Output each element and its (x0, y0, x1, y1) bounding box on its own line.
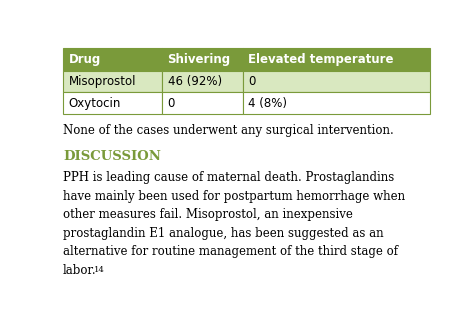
Text: PPH is leading cause of maternal death. Prostaglandins: PPH is leading cause of maternal death. … (63, 172, 394, 185)
Bar (162, 70, 243, 92)
Text: 0: 0 (168, 97, 175, 110)
Text: Elevated temperature: Elevated temperature (248, 52, 394, 65)
Text: have mainly been used for postpartum hemorrhage when: have mainly been used for postpartum hem… (63, 190, 405, 203)
Bar (243, 92, 430, 114)
Text: Misoprostol: Misoprostol (68, 75, 136, 88)
Bar (162, 47, 243, 70)
Text: prostaglandin E1 analogue, has been suggested as an: prostaglandin E1 analogue, has been sugg… (63, 227, 383, 240)
Bar (63, 92, 162, 114)
Text: Oxytocin: Oxytocin (68, 97, 121, 110)
Bar (162, 92, 243, 114)
Bar (63, 47, 162, 70)
Text: alternative for routine management of the third stage of: alternative for routine management of th… (63, 245, 398, 258)
Text: 4 (8%): 4 (8%) (248, 97, 287, 110)
Text: None of the cases underwent any surgical intervention.: None of the cases underwent any surgical… (63, 124, 394, 137)
Text: other measures fail. Misoprostol, an inexpensive: other measures fail. Misoprostol, an ine… (63, 208, 353, 221)
Text: 0: 0 (248, 75, 256, 88)
Text: 14: 14 (94, 266, 105, 274)
Text: Drug: Drug (68, 52, 100, 65)
Text: labor.: labor. (63, 264, 97, 277)
Text: 46 (92%): 46 (92%) (168, 75, 222, 88)
Text: DISCUSSION: DISCUSSION (63, 150, 161, 163)
Bar (243, 47, 430, 70)
Bar (63, 70, 162, 92)
Bar (243, 70, 430, 92)
Text: Shivering: Shivering (168, 52, 231, 65)
